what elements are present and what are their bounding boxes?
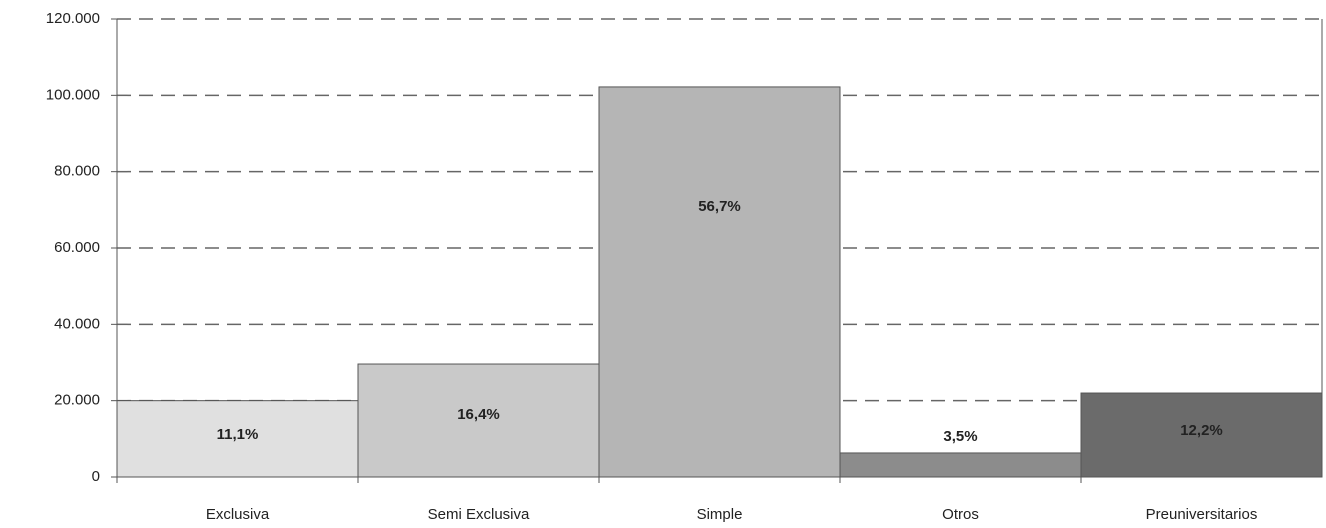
share-label: 3,5% xyxy=(943,428,977,445)
y-tick-label: 60.000 xyxy=(54,239,100,256)
share-label: 12,2% xyxy=(1180,422,1223,439)
bar xyxy=(1080,392,1323,478)
x-tick-label: Simple xyxy=(697,506,743,523)
y-tick-label: 100.000 xyxy=(46,86,100,103)
x-tick-label: Exclusiva xyxy=(206,506,270,523)
y-tick-label: 80.000 xyxy=(54,163,100,180)
share-label: 16,4% xyxy=(457,406,500,423)
y-tick-label: 20.000 xyxy=(54,392,100,409)
x-tick-label: Otros xyxy=(942,506,979,523)
share-label: 11,1% xyxy=(217,426,259,443)
y-tick-label: 0 xyxy=(92,468,100,485)
x-tick-label: Preuniversitarios xyxy=(1146,506,1258,523)
bar xyxy=(598,86,841,478)
y-tick-label: 40.000 xyxy=(54,315,100,332)
x-tick-label: Semi Exclusiva xyxy=(428,506,530,523)
bar xyxy=(839,452,1082,478)
y-tick-label: 120.000 xyxy=(46,10,100,27)
share-label: 56,7% xyxy=(698,198,741,215)
